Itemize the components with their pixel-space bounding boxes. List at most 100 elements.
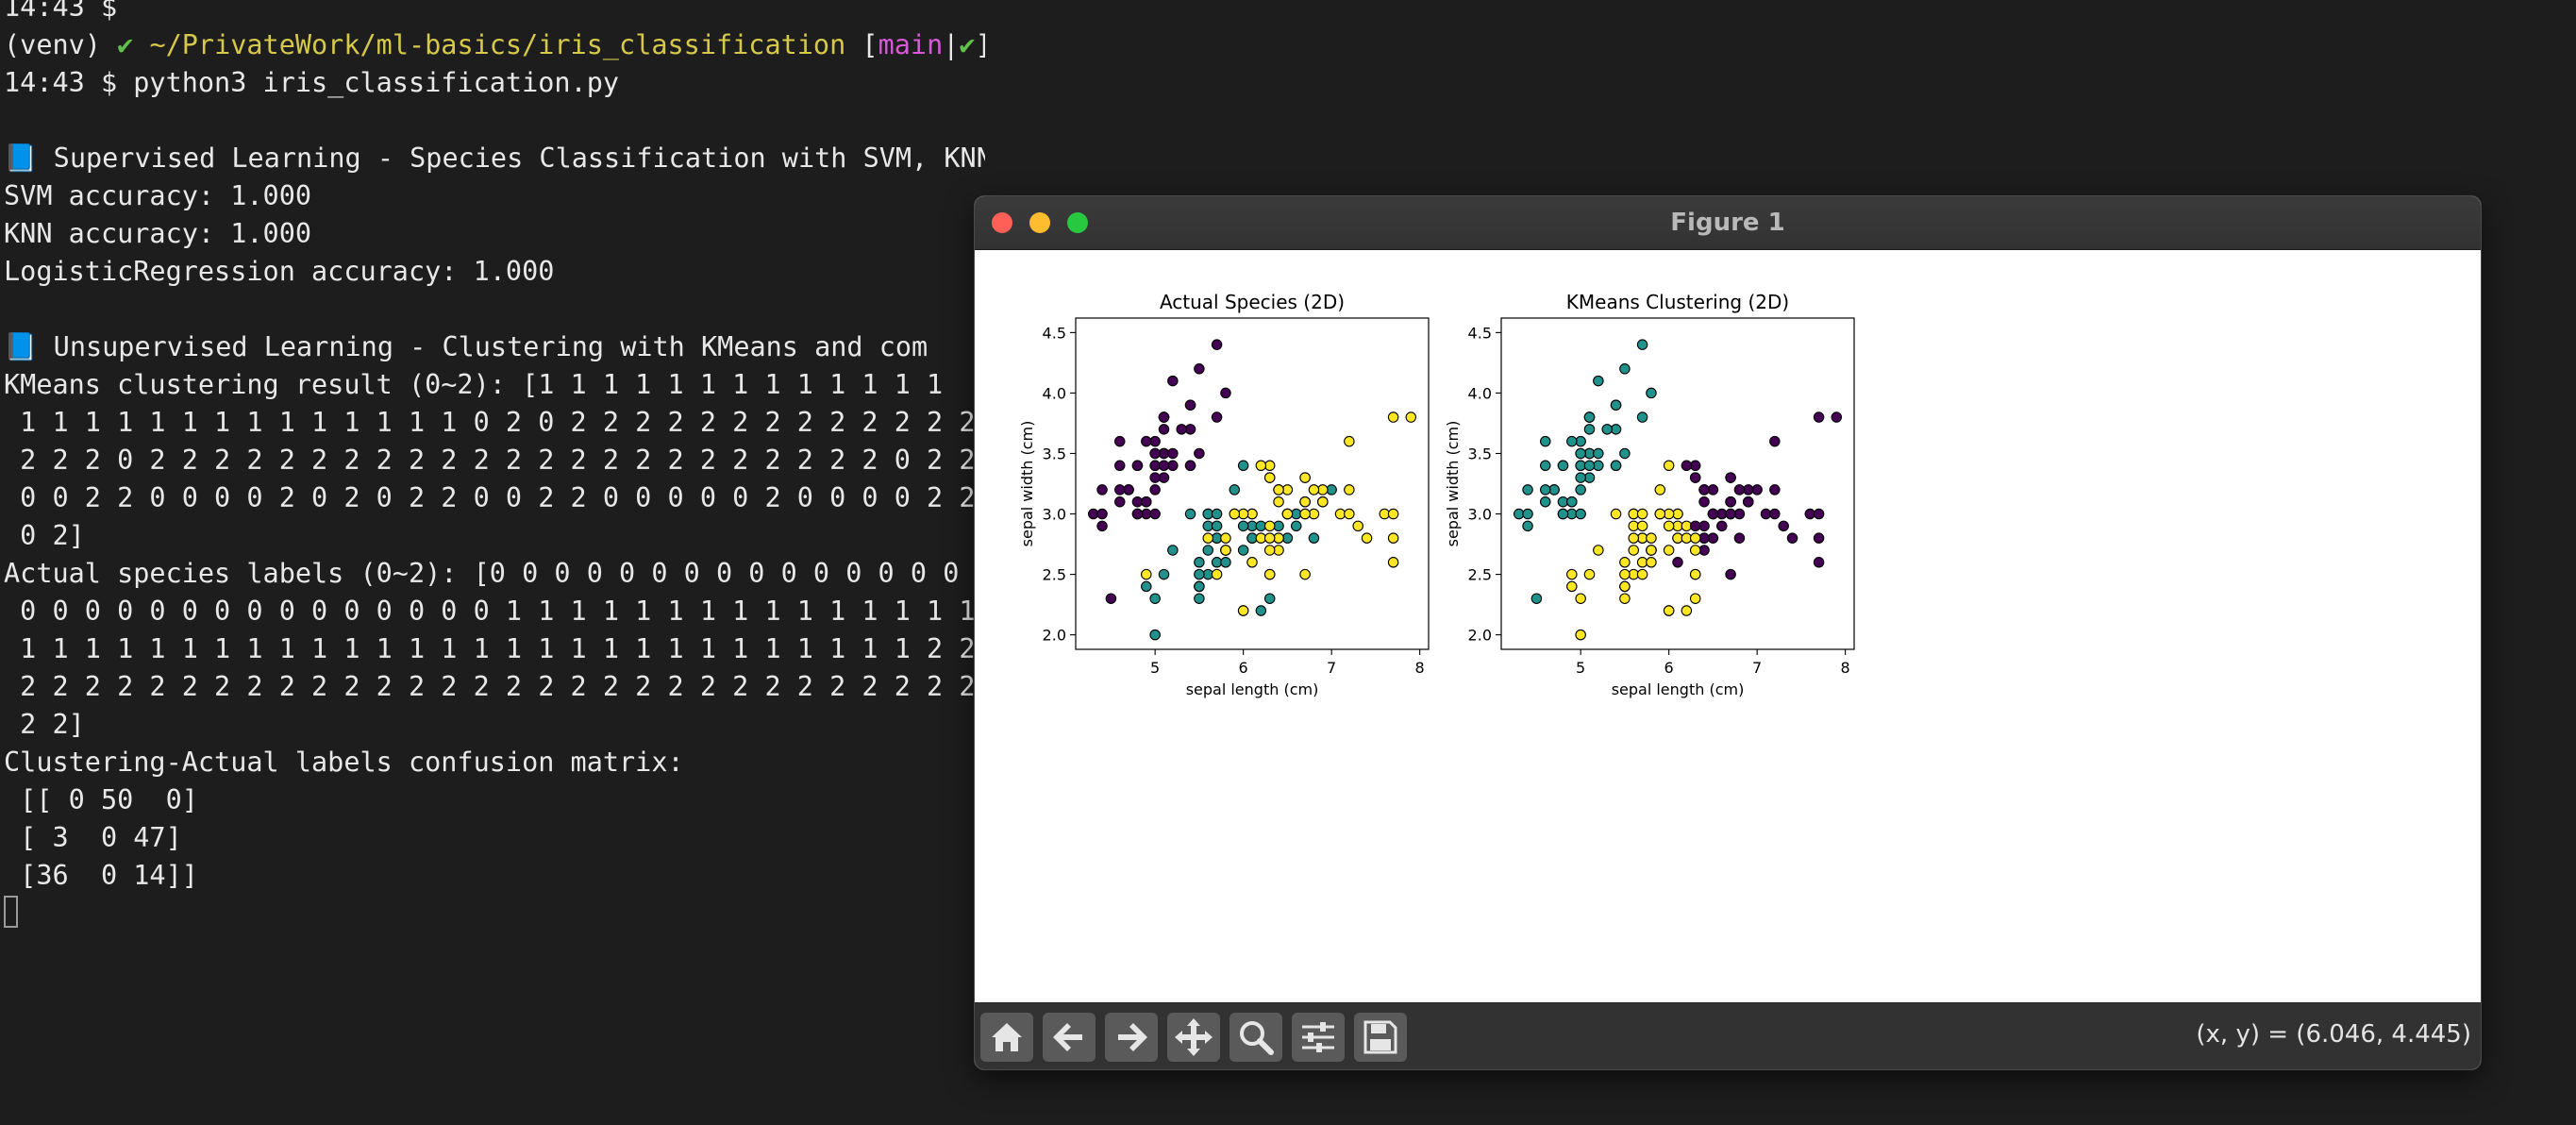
terminal-text: KNN accuracy: 1.000 (4, 218, 312, 249)
data-point (1628, 532, 1639, 544)
data-point (1176, 424, 1187, 435)
terminal-line: KMeans clustering result (0~2): [1 1 1 1… (4, 366, 985, 404)
terminal-text: | (943, 29, 960, 60)
terminal-line: 2 2] (4, 706, 985, 744)
save-button[interactable] (1354, 1013, 1407, 1062)
terminal-text: 0 0 2 2 0 0 0 0 2 0 2 0 2 2 0 0 2 2 0 0 … (4, 482, 976, 513)
terminal-text: (venv) (4, 29, 118, 60)
data-point (1539, 460, 1551, 472)
terminal-text: Supervised Learning - Species Classifica… (53, 143, 985, 174)
terminal-cursor (4, 896, 18, 928)
data-point (1096, 484, 1108, 495)
data-point (1141, 435, 1152, 447)
data-point (1786, 532, 1798, 544)
data-point (1387, 532, 1399, 544)
data-point (1566, 568, 1578, 580)
data-point (1255, 460, 1267, 472)
data-point (1689, 520, 1701, 532)
y-tick-label: 3.0 (1043, 506, 1066, 524)
terminal-text: KMeans clustering result (0~2): [1 1 1 1… (4, 369, 944, 400)
data-point (1202, 532, 1214, 544)
back-button[interactable] (1043, 1013, 1096, 1062)
data-point (1229, 484, 1241, 495)
data-point (1725, 568, 1736, 580)
data-point (1387, 411, 1399, 423)
data-point (1131, 508, 1144, 520)
data-point (1619, 593, 1631, 604)
data-point (1194, 568, 1205, 580)
terminal-prompt-line[interactable] (4, 895, 985, 932)
data-point (1405, 411, 1417, 423)
terminal-text: 0 0 0 0 0 0 0 0 0 0 0 0 0 0 0 1 1 1 1 1 … (4, 596, 976, 627)
chart-title: Actual Species (2D) (1160, 291, 1345, 313)
data-point (1263, 545, 1276, 556)
data-point (1654, 508, 1666, 520)
data-point (1158, 424, 1170, 435)
data-point (1593, 375, 1604, 387)
data-point (1575, 593, 1586, 604)
data-point (1646, 532, 1657, 544)
data-point (1522, 484, 1533, 495)
data-point (1299, 472, 1311, 483)
x-tick-label: 8 (1841, 659, 1850, 677)
data-point (1308, 532, 1320, 544)
x-tick-label: 5 (1576, 659, 1585, 677)
data-point (1220, 557, 1231, 568)
data-point (1733, 532, 1746, 544)
data-point (1141, 580, 1152, 593)
figure-canvas[interactable]: Actual Species (2D) 5 6 7 8 2.0 2.5 3.0 3.5 4.0 4.… (975, 250, 2481, 1002)
data-point (1769, 484, 1781, 495)
data-point (1149, 484, 1161, 495)
data-point (1229, 508, 1241, 520)
zoom-window-button[interactable] (1067, 212, 1088, 233)
terminal-text: 1 1 1 1 1 1 1 1 1 1 1 1 1 1 0 2 0 2 2 2 … (4, 407, 976, 438)
close-window-button[interactable] (992, 212, 1012, 233)
terminal-text: [36 0 14]] (4, 860, 198, 891)
zoom-button[interactable] (1229, 1013, 1282, 1062)
data-point (1211, 411, 1223, 423)
data-point (1344, 435, 1355, 447)
data-point (1539, 484, 1551, 495)
forward-button[interactable] (1105, 1013, 1158, 1062)
data-point (1352, 520, 1363, 532)
data-point (1646, 387, 1657, 399)
data-point (1707, 508, 1719, 520)
data-point (1583, 411, 1596, 423)
window-titlebar[interactable]: Figure 1 (975, 196, 2481, 250)
data-point (1743, 495, 1754, 508)
minimize-window-button[interactable] (1029, 212, 1050, 233)
y-tick-label: 2.0 (1043, 627, 1066, 645)
data-point (1255, 605, 1267, 616)
terminal-line: 2 2 2 0 2 2 2 2 2 2 2 2 2 2 2 2 2 2 2 2 … (4, 442, 985, 479)
data-point (1610, 460, 1622, 472)
y-tick-label: 2.5 (1043, 566, 1066, 584)
data-point (1263, 520, 1276, 532)
terminal-text: [ (845, 29, 878, 60)
data-point (1769, 435, 1781, 447)
data-point (1273, 484, 1284, 495)
terminal-text: Unsupervised Learning - Clustering with … (37, 331, 928, 362)
data-point (1263, 532, 1276, 544)
data-point (1299, 508, 1311, 520)
home-button[interactable] (980, 1013, 1033, 1062)
scatter-figure: Actual Species (2D) 5 6 7 8 2.0 2.5 3.0 3.5 4.0 4.… (1018, 291, 1855, 698)
save-floppy-icon (1363, 1020, 1397, 1054)
data-point (1096, 520, 1108, 532)
data-point (1575, 508, 1586, 520)
configure-subplots-button[interactable] (1292, 1013, 1345, 1062)
figure-window[interactable]: Figure 1 Actual Species (2D) 5 6 7 8 2.0 2.5 3.… (975, 196, 2481, 1069)
data-point (1575, 447, 1586, 460)
data-point (1654, 484, 1666, 495)
data-point (1263, 472, 1276, 483)
pan-button[interactable] (1167, 1013, 1220, 1062)
data-point (1566, 495, 1578, 508)
data-point (1263, 568, 1276, 580)
data-point (1636, 508, 1648, 520)
data-point (1813, 532, 1825, 544)
data-point (1698, 484, 1710, 495)
terminal-line: LogisticRegression accuracy: 1.000 (4, 253, 985, 291)
data-point (1663, 460, 1675, 472)
data-point (1522, 520, 1533, 532)
data-point (1689, 532, 1701, 544)
data-point (1299, 568, 1311, 580)
